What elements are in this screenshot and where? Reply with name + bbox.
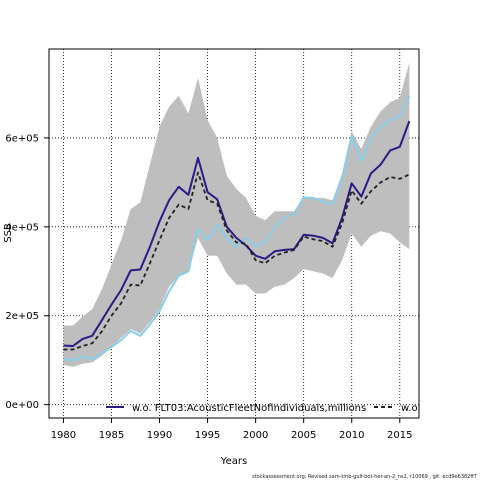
series-line bbox=[63, 95, 411, 362]
confidence-band bbox=[63, 62, 410, 367]
x-axis-title: Years bbox=[220, 456, 247, 467]
y-axis: 0e+00 2e+05 4e+05 6e+05 bbox=[5, 133, 49, 411]
y-tick-label: 4e+05 bbox=[5, 222, 39, 233]
y-tick-label: 0e+00 bbox=[5, 400, 39, 411]
x-tick-label: 2000 bbox=[243, 430, 268, 441]
x-tick-label: 1985 bbox=[99, 430, 124, 441]
series-line bbox=[63, 120, 411, 347]
legend: w.o. FLT03:AcousticFleetNofindividuals,m… bbox=[106, 403, 421, 414]
x-tick-label: 2005 bbox=[291, 430, 316, 441]
x-tick-label: 1990 bbox=[147, 430, 172, 441]
y-tick-label: 2e+05 bbox=[5, 311, 39, 322]
footer-text: stockassessment.org, Revised sam-tmb-gul… bbox=[252, 474, 477, 480]
x-axis: 1980 1985 1990 1995 2000 2005 2010 2015 bbox=[51, 418, 413, 441]
x-tick-label: 2010 bbox=[339, 430, 364, 441]
x-tick-label: 2015 bbox=[387, 430, 412, 441]
x-tick-label: 1995 bbox=[195, 430, 220, 441]
x-tick-label: 1980 bbox=[51, 430, 76, 441]
plot-frame bbox=[48, 48, 420, 419]
series-lines bbox=[63, 95, 411, 362]
series-line bbox=[63, 171, 410, 351]
y-axis-title: SSB bbox=[3, 223, 14, 243]
y-tick-label: 6e+05 bbox=[5, 133, 39, 144]
legend-label: w.o. bbox=[401, 403, 421, 414]
legend-label: w.o. FLT03:AcousticFleetNofindividuals,m… bbox=[132, 403, 366, 414]
